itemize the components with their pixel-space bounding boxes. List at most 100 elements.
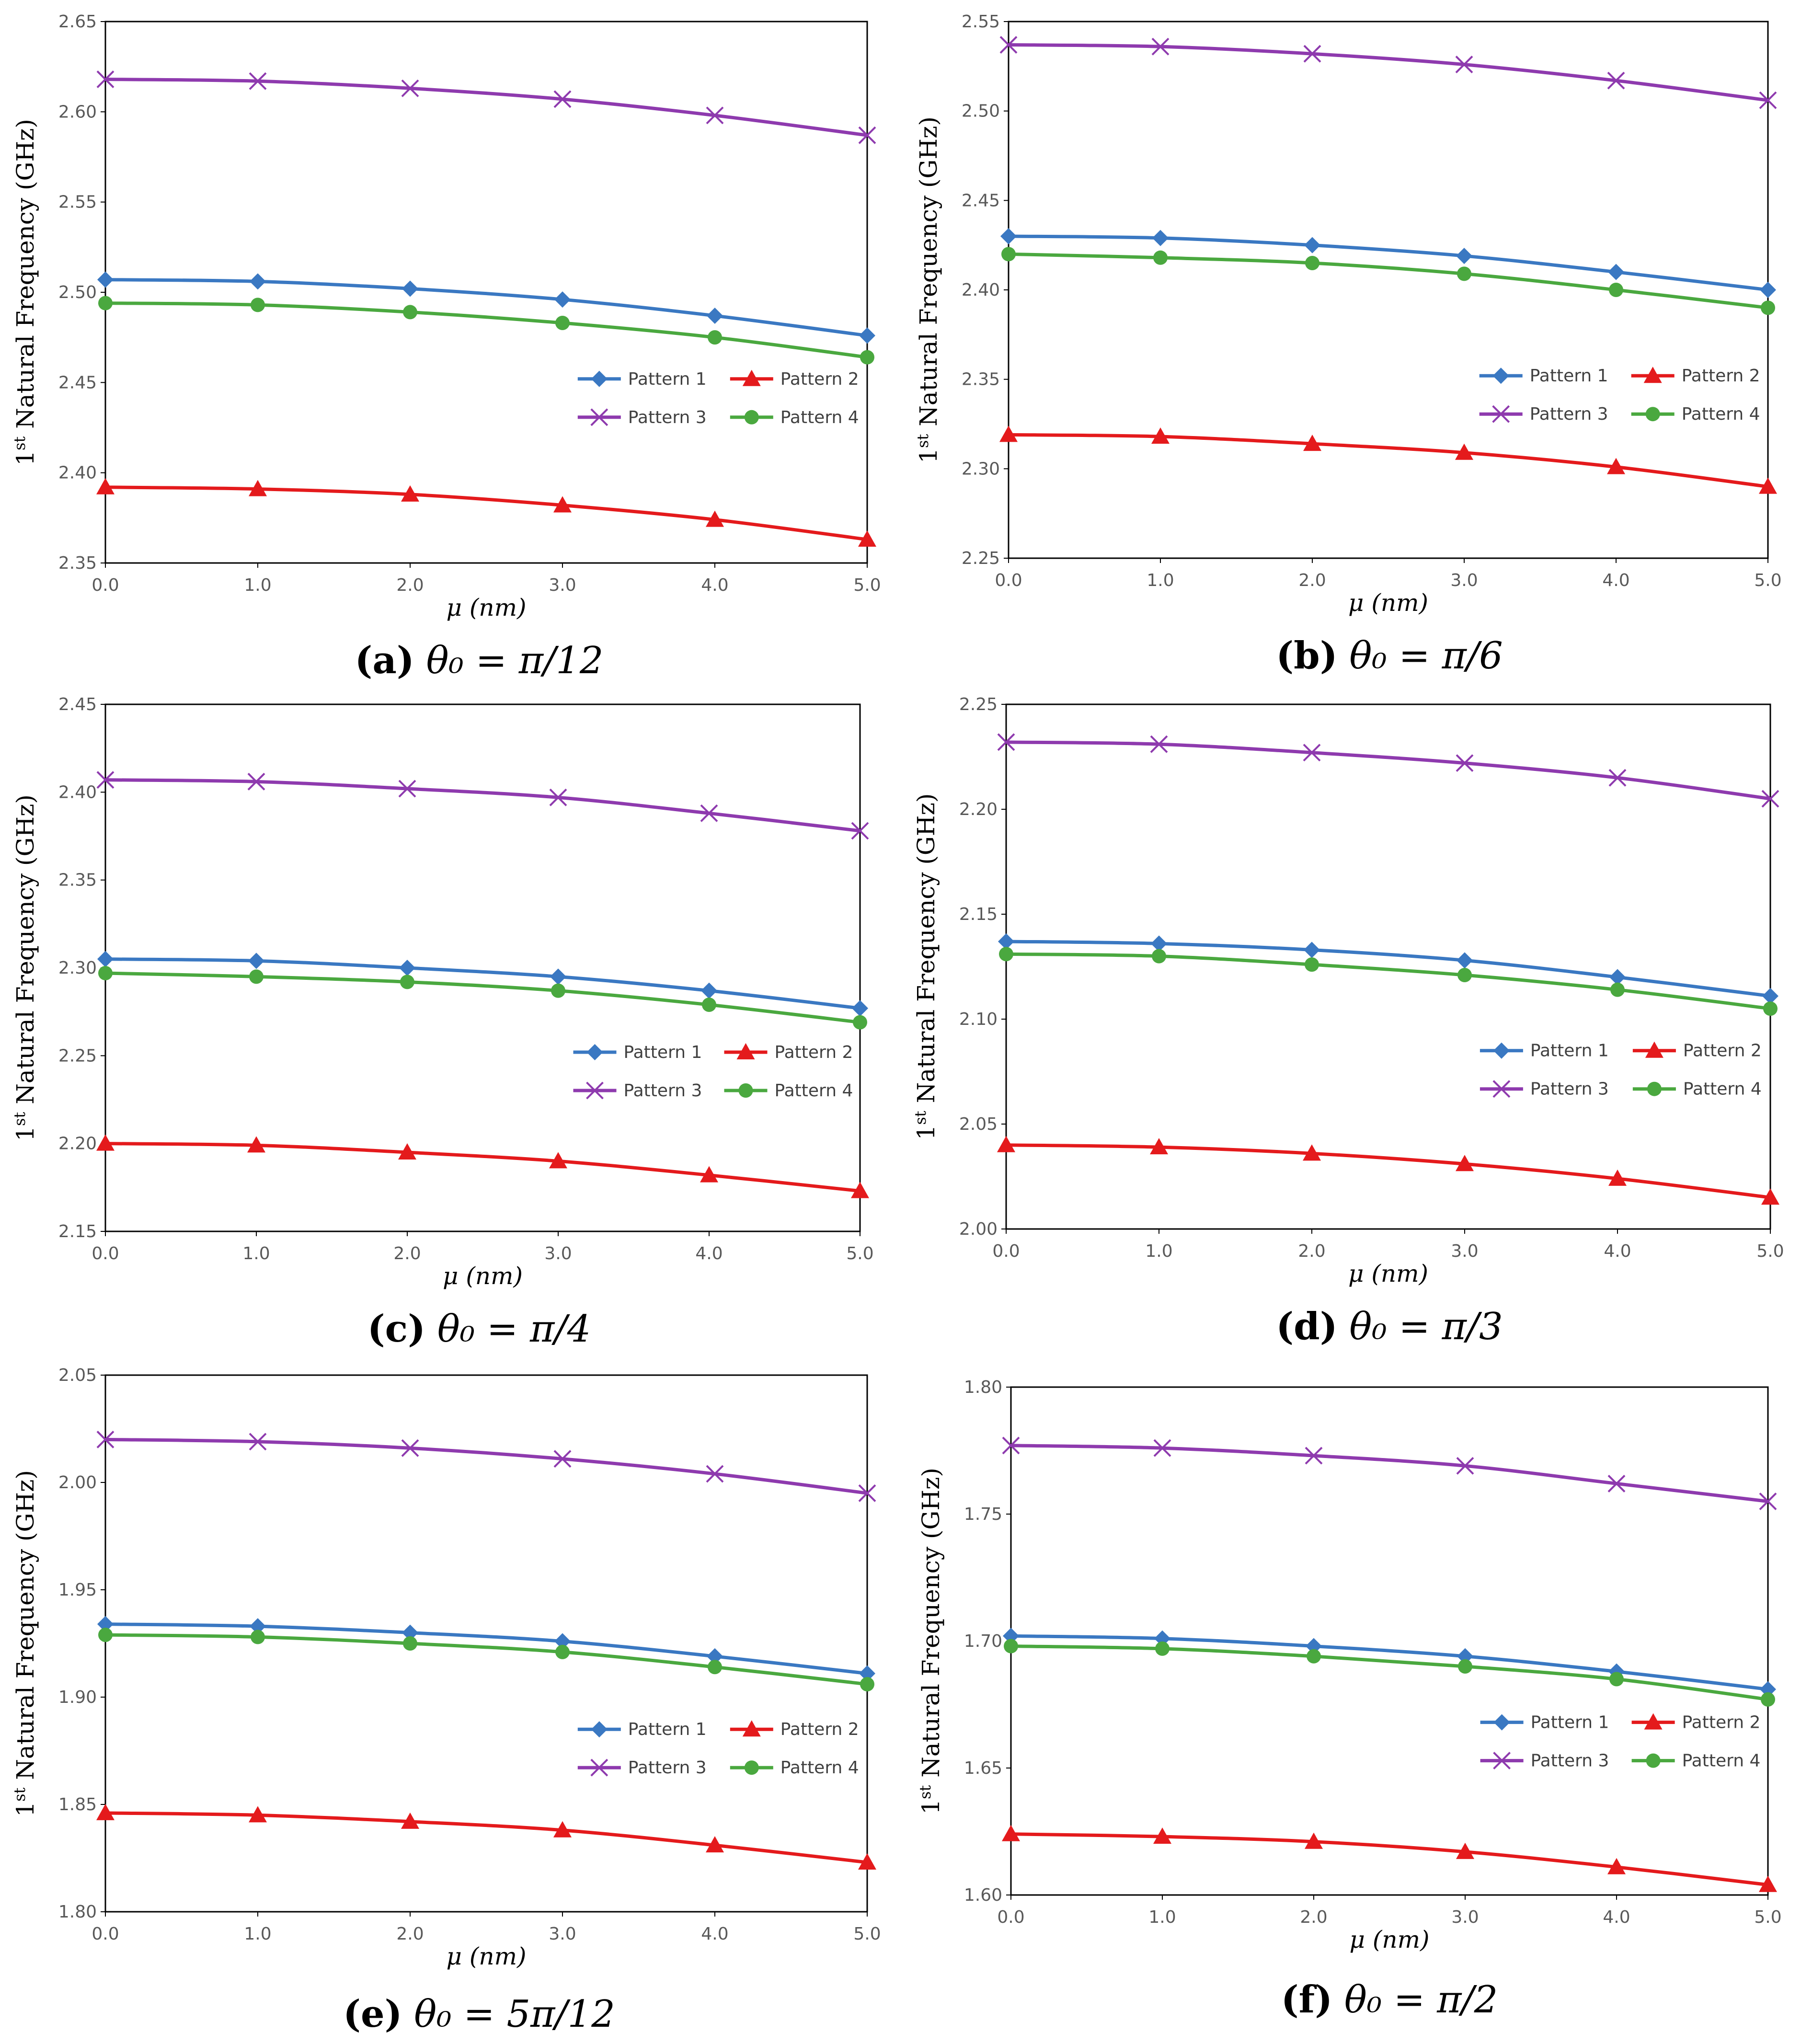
data-point bbox=[550, 968, 566, 985]
series-pattern-1 bbox=[97, 951, 868, 1017]
y-tick-label: 2.15 bbox=[959, 905, 998, 924]
legend-item: Pattern 4 bbox=[724, 1081, 853, 1101]
y-tick-label: 1.80 bbox=[58, 1902, 97, 1922]
series-line bbox=[1008, 43, 1768, 102]
data-point bbox=[860, 1677, 874, 1692]
legend-marker bbox=[1492, 405, 1510, 423]
data-point bbox=[1155, 1641, 1170, 1656]
legend-label: Pattern 3 bbox=[624, 1081, 702, 1101]
data-point bbox=[1457, 266, 1471, 281]
data-point bbox=[1456, 1842, 1474, 1859]
data-point bbox=[1759, 477, 1777, 494]
series-pattern-2 bbox=[999, 425, 1777, 494]
x-tick-label: 5.0 bbox=[1756, 1241, 1784, 1261]
x-axis-label: μ (nm) bbox=[1348, 1260, 1428, 1287]
x-axis-label: μ (nm) bbox=[446, 1942, 526, 1970]
y-tick-label: 2.60 bbox=[58, 102, 97, 122]
data-point bbox=[402, 1624, 418, 1641]
legend-label: Pattern 4 bbox=[780, 1758, 859, 1778]
data-point bbox=[1003, 1628, 1019, 1644]
series-pattern-1 bbox=[97, 1616, 875, 1682]
data-point bbox=[553, 1450, 572, 1468]
data-point bbox=[707, 307, 723, 324]
y-axis-label: 1st Natural Frequency (GHz) bbox=[11, 1470, 39, 1817]
x-tick-label: 4.0 bbox=[701, 1924, 728, 1944]
x-tick-label: 3.0 bbox=[1451, 1907, 1479, 1927]
data-point bbox=[851, 822, 869, 840]
legend-label: Pattern 4 bbox=[1683, 1079, 1762, 1099]
legend-marker bbox=[586, 1081, 604, 1100]
data-point bbox=[399, 960, 415, 976]
data-point bbox=[702, 998, 716, 1012]
legend-item: Pattern 4 bbox=[1632, 1079, 1762, 1099]
series-line bbox=[105, 78, 868, 137]
data-point bbox=[1761, 1692, 1775, 1707]
legend: Pattern 1 Pattern 2 Pattern 3 Pattern 4 bbox=[1479, 366, 1760, 424]
y-axis-label: 1st Natural Frequency (GHz) bbox=[911, 793, 940, 1140]
data-point bbox=[1607, 1474, 1626, 1493]
x-tick-label: 2.0 bbox=[1298, 571, 1326, 590]
series-pattern-1 bbox=[1000, 228, 1776, 298]
data-point bbox=[402, 280, 418, 297]
series-pattern-4 bbox=[98, 966, 867, 1030]
data-point bbox=[859, 327, 875, 344]
y-tick-label: 2.50 bbox=[58, 283, 97, 302]
data-point bbox=[249, 969, 264, 984]
data-point bbox=[1608, 769, 1627, 787]
y-tick-label: 1.90 bbox=[58, 1688, 97, 1707]
y-tick-label: 2.50 bbox=[962, 102, 1000, 121]
y-tick-label: 1.80 bbox=[964, 1378, 1002, 1397]
data-point bbox=[999, 947, 1013, 962]
x-tick-label: 5.0 bbox=[846, 1244, 873, 1263]
x-tick-label: 1.0 bbox=[244, 1924, 271, 1944]
y-tick-label: 2.30 bbox=[58, 958, 97, 978]
data-point bbox=[1607, 458, 1625, 474]
x-tick-label: 5.0 bbox=[853, 1924, 881, 1944]
y-tick-label: 2.05 bbox=[58, 1366, 97, 1385]
data-point bbox=[96, 1430, 115, 1448]
x-axis-label: μ (nm) bbox=[446, 594, 526, 621]
chart-panel-e: 1.80 1.85 1.90 1.95 2.00 2.05 0.0 1.0 2.0 3.0 4.0 5… bbox=[11, 1366, 881, 2036]
x-tick-label: 4.0 bbox=[695, 1244, 723, 1263]
legend-label: Pattern 3 bbox=[1530, 1079, 1609, 1099]
data-point bbox=[1004, 1639, 1018, 1654]
legend-marker bbox=[736, 1043, 755, 1059]
x-tick-label: 3.0 bbox=[549, 575, 576, 595]
legend-item: Pattern 3 bbox=[577, 408, 707, 427]
data-point bbox=[1761, 790, 1779, 808]
data-point bbox=[997, 733, 1015, 751]
series-pattern-2 bbox=[96, 478, 876, 547]
data-point bbox=[249, 1433, 267, 1451]
legend-marker bbox=[586, 1044, 603, 1060]
chart-panel-d: 2.00 2.05 2.10 2.15 2.20 2.25 0.0 1.0 2.0 3.0 4.0 5… bbox=[911, 695, 1784, 1348]
x-axis-label: μ (nm) bbox=[1348, 589, 1428, 617]
y-tick-label: 2.35 bbox=[58, 871, 97, 890]
plot-frame bbox=[104, 1374, 868, 1913]
data-point bbox=[1607, 1858, 1626, 1874]
legend-marker bbox=[1644, 1713, 1663, 1730]
legend-marker bbox=[1493, 1752, 1511, 1770]
legend-marker bbox=[1492, 1080, 1511, 1098]
data-point bbox=[96, 1134, 115, 1151]
data-point bbox=[1305, 256, 1319, 270]
data-point bbox=[398, 780, 416, 798]
legend-item: Pattern 2 bbox=[724, 1043, 853, 1062]
data-point bbox=[250, 1618, 266, 1635]
data-point bbox=[1304, 942, 1320, 958]
data-point bbox=[249, 72, 267, 90]
data-point bbox=[706, 106, 724, 125]
x-tick-label: 2.0 bbox=[396, 575, 424, 595]
data-point bbox=[1455, 56, 1473, 74]
legend-item: Pattern 3 bbox=[1480, 1751, 1609, 1771]
data-point bbox=[553, 496, 572, 513]
legend: Pattern 1 Pattern 2 Pattern 3 Pattern 4 bbox=[577, 369, 859, 427]
series-line bbox=[105, 1633, 868, 1686]
series-pattern-1 bbox=[998, 933, 1778, 1004]
data-point bbox=[707, 1648, 723, 1665]
y-tick-label: 2.05 bbox=[959, 1114, 998, 1134]
y-tick-label: 2.20 bbox=[959, 800, 998, 819]
data-point bbox=[398, 1143, 416, 1160]
legend-label: Pattern 2 bbox=[775, 1043, 853, 1062]
legend-item: Pattern 2 bbox=[1631, 366, 1760, 386]
series-pattern-2 bbox=[1002, 1825, 1777, 1892]
